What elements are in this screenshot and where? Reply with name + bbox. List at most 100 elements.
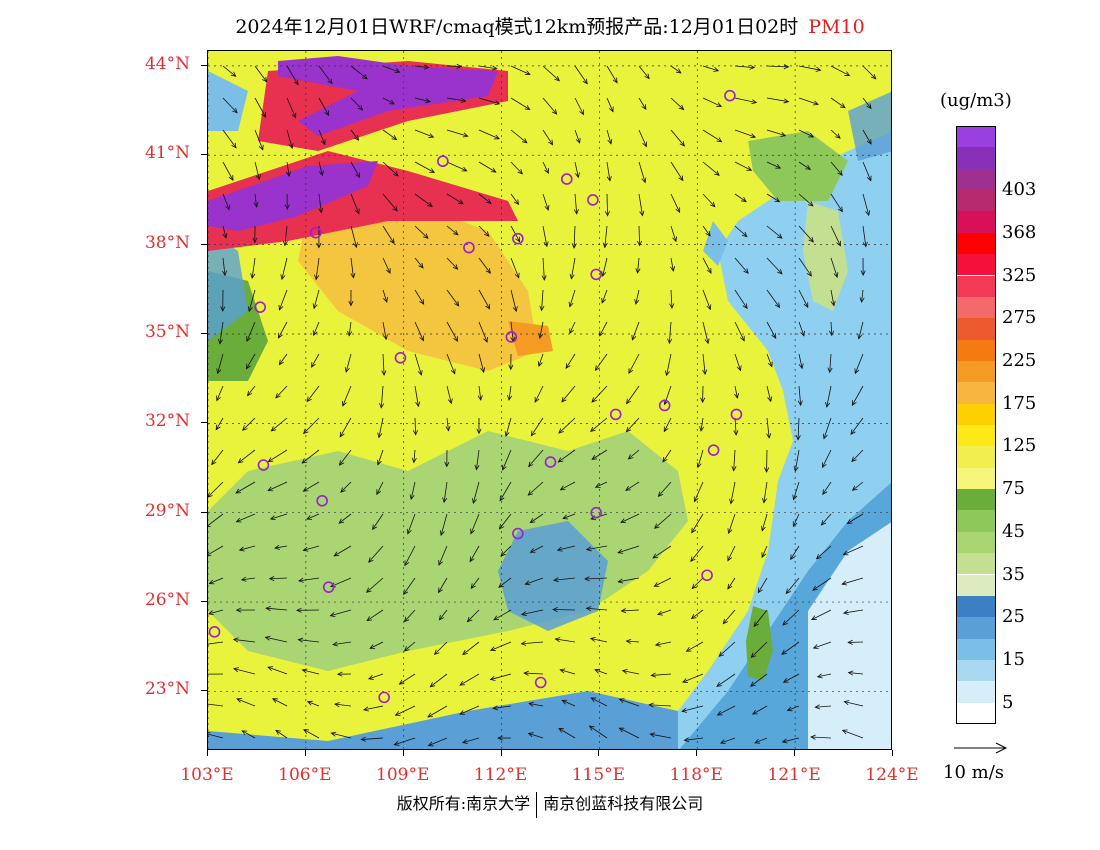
wind-arrowhead (230, 71, 237, 77)
wind-arrowhead (498, 523, 505, 530)
wind-arrowhead (783, 98, 790, 104)
wind-vector (303, 729, 320, 739)
lat-label: 44°N (144, 53, 190, 74)
wind-vector (684, 737, 704, 741)
wind-vector (663, 417, 672, 432)
wind-arrowhead (685, 646, 692, 652)
lon-label: 121°E (767, 765, 821, 785)
lon-tick (304, 750, 306, 756)
wind-vector (844, 701, 864, 707)
wind-vector (399, 673, 416, 685)
wind-arrowhead (554, 75, 560, 82)
wind-arrowhead (870, 73, 877, 80)
wind-vector (446, 161, 467, 172)
wind-arrowhead (393, 171, 399, 177)
colorbar-label: 325 (1002, 264, 1037, 286)
wind-arrowhead (221, 270, 228, 277)
wind-arrowhead (381, 370, 387, 376)
colorbar-swatch (956, 617, 996, 639)
city-marker (394, 352, 407, 364)
wind-arrowhead (415, 401, 421, 408)
wind-arrowhead (631, 334, 637, 341)
wind-vector (798, 289, 809, 308)
wind-arrowhead (639, 210, 645, 217)
wind-vector (222, 257, 226, 276)
wind-arrowhead (561, 396, 567, 403)
colorbar-label: 175 (1002, 392, 1037, 414)
wind-arrowhead (494, 134, 500, 140)
wind-vector (462, 641, 480, 655)
wind-arrowhead (785, 588, 791, 595)
wind-arrowhead (216, 395, 221, 402)
wind-vector (862, 225, 867, 247)
colorbar-swatch (956, 425, 996, 447)
wind-arrowhead (716, 137, 723, 143)
wind-vector (301, 449, 320, 464)
wind-vector (478, 161, 497, 173)
wind-arrowhead (746, 166, 753, 171)
wind-vector (521, 609, 544, 615)
wind-vector (446, 193, 464, 205)
wind-vector (558, 417, 576, 434)
wind-arrowhead (318, 207, 324, 214)
wind-arrowhead (866, 175, 872, 182)
colorbar-label: 35 (1002, 563, 1025, 585)
wind-arrowhead (777, 268, 783, 275)
wind-arrowhead (822, 489, 828, 496)
wind-vector (508, 385, 512, 400)
wind-vector (798, 193, 814, 207)
wind-vector (318, 97, 330, 116)
wind-arrowhead (368, 557, 374, 563)
wind-vector (530, 417, 544, 436)
wind-vector (553, 577, 576, 581)
wind-arrowhead (340, 487, 346, 493)
wind-vector (606, 97, 614, 112)
orange-region (298, 201, 538, 371)
wind-vector (798, 161, 811, 170)
wind-arrowhead (841, 580, 848, 586)
wind-arrowhead (477, 395, 483, 401)
lon-tick (402, 750, 404, 756)
wind-vector (734, 193, 747, 202)
wind-arrowhead (709, 201, 716, 208)
wind-arrowhead (569, 328, 574, 335)
wind-arrowhead (215, 424, 221, 431)
wind-arrowhead (575, 137, 581, 144)
wind-vector (702, 353, 706, 375)
colorbar-label: 5 (1002, 691, 1014, 713)
wind-vector (478, 193, 492, 204)
wind-arrowhead (699, 426, 705, 432)
wind-vector (638, 65, 650, 79)
wind-vector (822, 481, 832, 495)
wind-vector (404, 545, 416, 566)
wind-vector (599, 321, 608, 336)
wind-vector (368, 673, 384, 680)
wind-arrowhead (813, 100, 819, 106)
wind-vector (275, 385, 288, 399)
wind-arrowhead (456, 63, 463, 69)
wind-vector (702, 97, 722, 107)
wind-arrowhead (312, 303, 318, 310)
wind-vector (267, 666, 288, 675)
wind-arrowhead (627, 454, 634, 460)
wind-vector (702, 193, 716, 207)
wind-arrowhead (332, 641, 338, 647)
wind-arrowhead (246, 390, 253, 397)
wind-arrowhead (500, 551, 506, 557)
wind-vector (655, 641, 672, 646)
wind-vector (403, 577, 416, 595)
wind-vector (797, 417, 800, 440)
wind-arrowhead (584, 576, 590, 582)
wind-vector (691, 577, 704, 589)
lon-label: 124°E (865, 765, 919, 785)
wind-vector (279, 353, 288, 365)
wind-vector (792, 513, 800, 527)
wind-vector (378, 417, 384, 438)
wind-arrowhead (417, 370, 423, 376)
wind-arrowhead (812, 644, 819, 650)
wind-vector (574, 193, 578, 214)
wind-arrowhead (344, 367, 350, 373)
wind-arrowhead (691, 583, 698, 590)
wind-arrowhead (815, 66, 822, 72)
wind-arrowhead (501, 464, 507, 471)
